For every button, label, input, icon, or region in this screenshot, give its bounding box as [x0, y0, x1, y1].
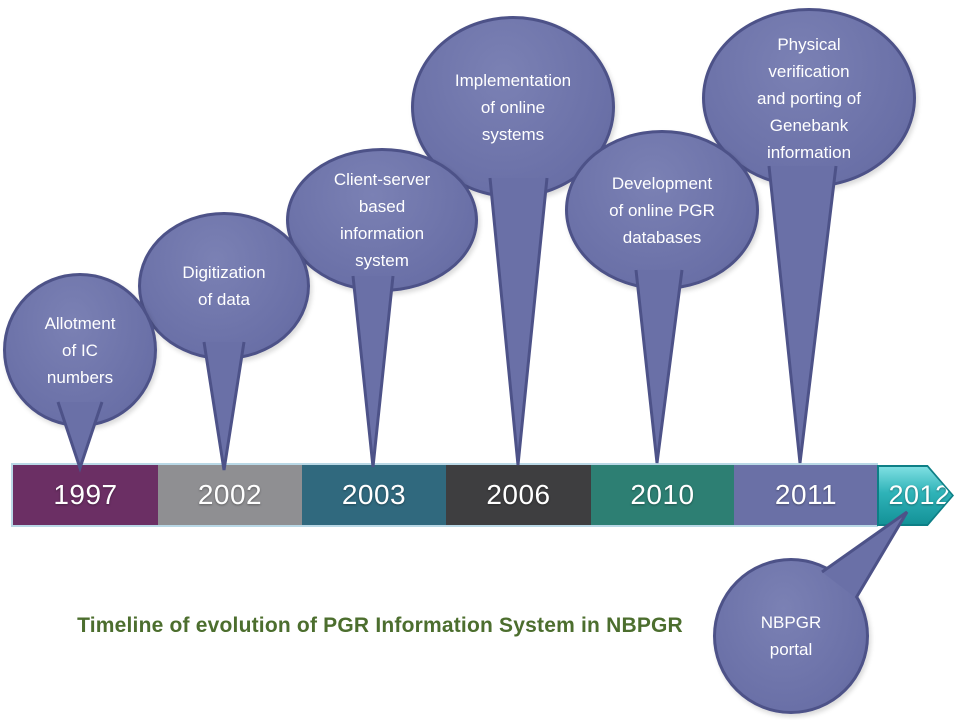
balloon-tail-2003 [351, 275, 395, 468]
balloon-genebank-porting: Physical verification and porting of Gen… [702, 8, 916, 188]
balloon-text: Client-server based information system [333, 170, 431, 270]
timeline-segment-1997: 1997 [13, 465, 158, 525]
balloon-client-server-system: Client-server based information system [286, 148, 478, 292]
balloon-text: Digitization of data [182, 263, 266, 309]
timeline-segment-2006: 2006 [446, 465, 591, 525]
year-label: 2002 [197, 479, 263, 510]
timeline-segment-2003: 2003 [302, 465, 446, 525]
balloon-text: NBPGR portal [760, 613, 822, 659]
balloon-tail-2006 [488, 177, 549, 466]
slide-caption: Timeline of evolution of PGR Information… [77, 614, 683, 637]
timeline-arrow-2012: 2012 [877, 465, 954, 526]
timeline-segment-2002: 2002 [158, 465, 302, 525]
balloon-online-pgr-databases: Development of online PGR databases [565, 130, 759, 290]
balloon-tail-2011 [767, 165, 838, 464]
timeline-segment-2011: 2011 [734, 465, 878, 525]
balloon-digitization-of-data: Digitization of data [138, 212, 310, 360]
timeline-arrow-face: 2012 [879, 467, 952, 524]
year-label: 2006 [486, 479, 551, 510]
balloon-text: Implementation of online systems [454, 70, 572, 144]
balloon-nbpgr-portal: NBPGR portal [713, 558, 869, 714]
balloon-allotment-ic-numbers: Allotment of IC numbers [3, 273, 157, 427]
year-label: 1997 [53, 479, 118, 510]
balloon-tail-2010 [634, 269, 684, 464]
year-label: 2011 [774, 479, 838, 510]
balloon-text: Allotment of IC numbers [44, 313, 116, 387]
balloon-text: Physical verification and porting of Gen… [757, 34, 861, 162]
timeline-segment-2010: 2010 [591, 465, 734, 525]
balloon-text: Development of online PGR databases [609, 173, 715, 247]
timeline-bar: 1997 2002 2003 2006 2010 2011 [11, 463, 878, 527]
year-label: 2010 [630, 479, 695, 510]
year-label: 2003 [341, 479, 407, 510]
balloon-tail-2002 [202, 341, 246, 471]
year-label: 2012 [888, 480, 951, 510]
